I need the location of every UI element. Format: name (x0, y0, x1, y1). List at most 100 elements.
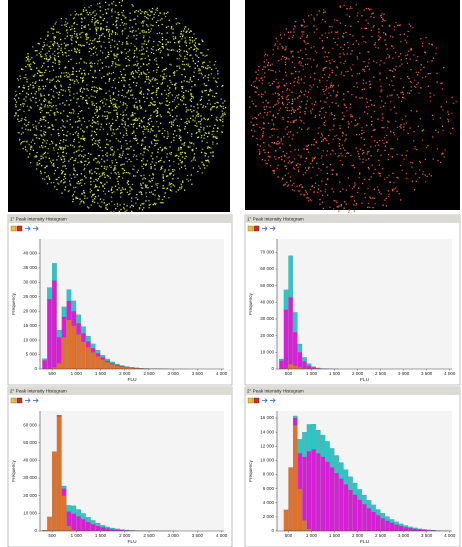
spot (351, 165, 352, 166)
spot (128, 35, 129, 36)
spot (106, 13, 107, 14)
spot (173, 140, 174, 141)
spot (456, 101, 457, 102)
spot (193, 76, 194, 77)
spot (20, 143, 21, 144)
spot (31, 100, 32, 101)
spot (141, 121, 142, 122)
spot (155, 143, 156, 144)
spot (326, 97, 327, 98)
spot (292, 51, 293, 52)
histogram-bar (367, 500, 371, 508)
histogram-bar (417, 529, 421, 530)
spot (173, 134, 174, 135)
spot (104, 98, 105, 99)
spot (86, 10, 87, 11)
spot (111, 188, 112, 189)
spot (95, 158, 96, 159)
spot (147, 160, 148, 161)
spot (268, 69, 269, 70)
spot (124, 211, 125, 212)
x-tick-label: 1 000 (306, 371, 318, 376)
spot (115, 105, 116, 106)
spot (411, 86, 412, 87)
spot (287, 121, 288, 122)
spot (186, 111, 187, 112)
spot (107, 166, 108, 167)
spot (142, 139, 143, 140)
spot (41, 67, 42, 68)
spot (392, 148, 393, 149)
spot (126, 172, 127, 173)
spot (89, 51, 90, 52)
spot (156, 92, 157, 93)
spot (89, 171, 90, 172)
spot (150, 164, 151, 165)
spot (30, 98, 31, 99)
spot (54, 186, 55, 187)
spot (146, 44, 147, 45)
spot (131, 201, 132, 202)
spot (205, 106, 206, 107)
spot (194, 153, 195, 154)
spot (33, 150, 34, 151)
spot (113, 80, 114, 81)
spot (157, 110, 158, 111)
spot (403, 97, 404, 98)
spot (274, 173, 275, 174)
spot (188, 120, 189, 121)
spot (388, 194, 389, 195)
spot (378, 32, 379, 33)
spot (130, 13, 131, 14)
histogram-bar (335, 473, 339, 531)
spot (184, 165, 185, 166)
spot (396, 113, 397, 114)
spot (97, 117, 98, 118)
histogram-bar (381, 513, 385, 518)
spot (187, 175, 188, 176)
spot (111, 10, 112, 11)
spot (176, 23, 177, 24)
histogram-bar (71, 311, 76, 325)
spot (184, 64, 185, 65)
histogram-bar (321, 435, 325, 457)
spot (187, 132, 188, 133)
spot (30, 59, 31, 60)
spot (92, 12, 93, 13)
spot (63, 121, 64, 122)
spot (132, 27, 133, 28)
spot (288, 58, 289, 59)
spot (106, 182, 107, 183)
spot (322, 77, 323, 78)
spot (54, 41, 55, 42)
spot (351, 94, 352, 95)
spot (163, 161, 164, 162)
spot (88, 153, 89, 154)
spot (369, 168, 370, 169)
spot (59, 64, 60, 65)
spot (143, 94, 144, 95)
spot (79, 71, 80, 72)
spot (180, 36, 181, 37)
spot (38, 90, 39, 91)
spot (417, 56, 418, 57)
spot (66, 168, 67, 169)
spot (440, 118, 441, 119)
spot (340, 5, 341, 6)
spot (89, 29, 90, 30)
spot (304, 111, 305, 112)
spot (25, 66, 26, 67)
spot (147, 149, 148, 150)
spot (373, 173, 374, 174)
spot (135, 135, 136, 136)
spot (402, 97, 403, 98)
spot (419, 161, 420, 162)
spot (129, 49, 130, 50)
spot (370, 100, 371, 101)
spot (86, 42, 87, 43)
spot (299, 71, 300, 72)
spot (39, 43, 40, 44)
spot (143, 20, 144, 21)
spot (88, 108, 89, 109)
spot (119, 77, 120, 78)
